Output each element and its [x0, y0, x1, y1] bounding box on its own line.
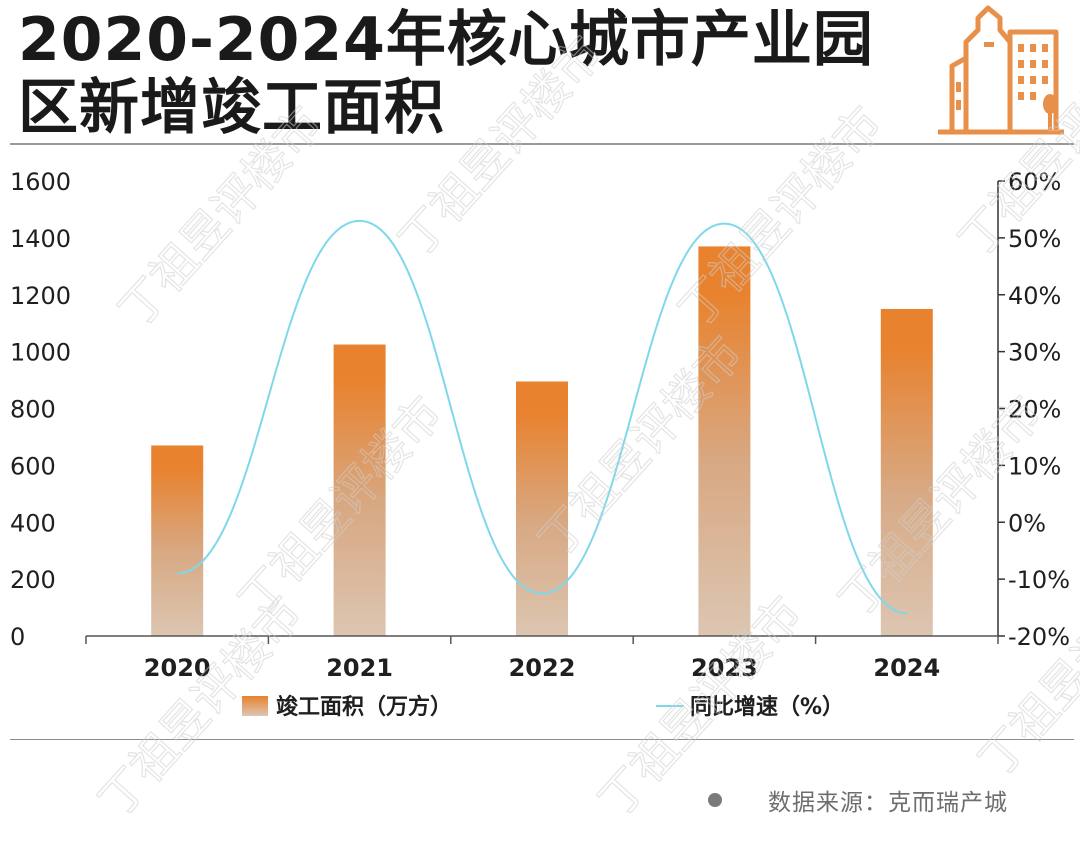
left-axis-tick-label: 1000 — [10, 339, 71, 367]
right-axis-tick-label: 10% — [1008, 452, 1061, 480]
right-axis-tick-label: 0% — [1008, 509, 1046, 537]
left-axis-tick-label: 1400 — [10, 225, 71, 253]
growth-rate-line — [177, 219, 907, 615]
bullet-dot-icon — [708, 793, 722, 807]
x-axis-tick-label: 2024 — [873, 654, 940, 682]
bar-2023 — [698, 246, 751, 636]
building-logo-icon — [938, 5, 1064, 135]
right-axis-tick-label: 50% — [1008, 225, 1061, 253]
title-divider — [10, 143, 1074, 145]
left-axis-tick-label: 600 — [10, 452, 56, 480]
footer-divider — [10, 739, 1074, 740]
right-axis-tick-label: -20% — [1008, 623, 1070, 651]
bar-2021 — [333, 344, 386, 636]
bar-2022 — [516, 381, 568, 636]
left-axis-tick-label: 1600 — [10, 168, 71, 196]
page-title: 2020-2024年核心城市产业园区新增竣工面积 — [18, 5, 874, 143]
x-axis-tick-label: 2020 — [144, 654, 211, 682]
right-axis-tick-label: 60% — [1008, 168, 1061, 196]
legend-line-label: 同比增速（%） — [690, 694, 844, 720]
left-axis-tick-label: 200 — [10, 566, 56, 594]
source-text: 数据来源：克而瑞产城 — [768, 790, 1008, 816]
right-axis-tick-label: 30% — [1008, 339, 1061, 367]
bar-2020 — [151, 445, 204, 636]
legend-bar-swatch — [242, 696, 268, 716]
right-axis-tick-label: 20% — [1008, 396, 1061, 424]
legend-bar-label: 竣工面积（万方） — [276, 694, 452, 720]
left-axis-tick-label: 400 — [10, 509, 56, 537]
right-axis-tick-label: -10% — [1008, 566, 1070, 594]
bar-2024 — [880, 308, 933, 636]
source-note: 数据来源：克而瑞产城 — [708, 782, 1008, 818]
left-axis-tick-label: 800 — [10, 396, 56, 424]
left-axis-tick-label: 0 — [10, 623, 25, 651]
right-axis-tick-label: 40% — [1008, 282, 1061, 310]
chart: 0 200 400 600 800 1000 1200 1400 1600 -20% -10% 0% 1… — [10, 168, 1070, 720]
left-axis-tick-label: 1200 — [10, 282, 71, 310]
x-axis-tick-label: 2023 — [691, 654, 758, 682]
x-axis-tick-label: 2021 — [326, 654, 393, 682]
x-axis-tick-label: 2022 — [509, 654, 576, 682]
